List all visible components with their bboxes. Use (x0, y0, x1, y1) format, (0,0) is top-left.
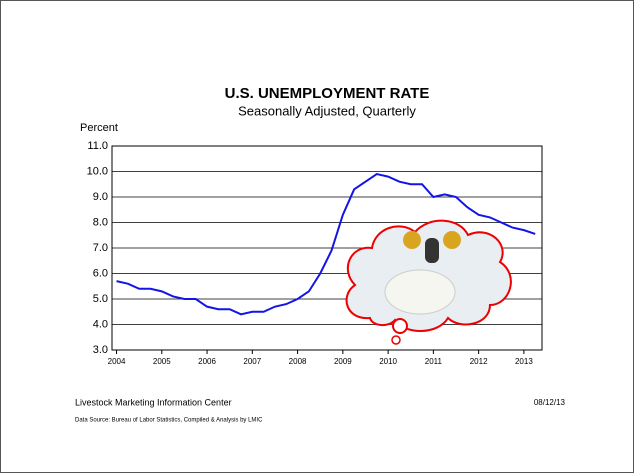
x-tick-label: 2009 (334, 357, 352, 366)
y-tick-label: 4.0 (93, 318, 108, 330)
y-tick-label: 6.0 (93, 267, 108, 279)
x-tick-label: 2008 (289, 357, 307, 366)
y-tick-label: 7.0 (93, 242, 108, 254)
cartoon (345, 219, 512, 345)
footer-date: 08/12/13 (534, 398, 566, 407)
chart-subtitle: Seasonally Adjusted, Quarterly (238, 103, 416, 118)
x-tick-label: 2012 (470, 357, 488, 366)
y-tick-label: 9.0 (93, 191, 108, 203)
y-tick-label: 5.0 (93, 293, 108, 305)
x-tick-label: 2007 (243, 357, 261, 366)
y-axis-label: Percent (80, 122, 118, 134)
y-tick-label: 11.0 (87, 140, 108, 152)
x-tick-label: 2011 (425, 357, 443, 366)
chart-title: U.S. UNEMPLOYMENT RATE (225, 85, 430, 102)
x-tick-label: 2013 (515, 357, 533, 366)
y-tick-label: 8.0 (93, 216, 108, 228)
x-tick-label: 2006 (198, 357, 216, 366)
series-line (116, 172, 536, 316)
footer-note: Data Source: Bureau of Labor Statistics,… (75, 418, 263, 424)
y-tick-label: 3.0 (93, 344, 108, 356)
footer-source: Livestock Marketing Information Center (75, 397, 232, 407)
x-tick-label: 2010 (379, 357, 397, 366)
x-tick-label: 2004 (108, 357, 126, 366)
y-tick-label: 10.0 (87, 165, 108, 177)
plot-frame (111, 145, 543, 351)
x-tick-label: 2005 (153, 357, 171, 366)
